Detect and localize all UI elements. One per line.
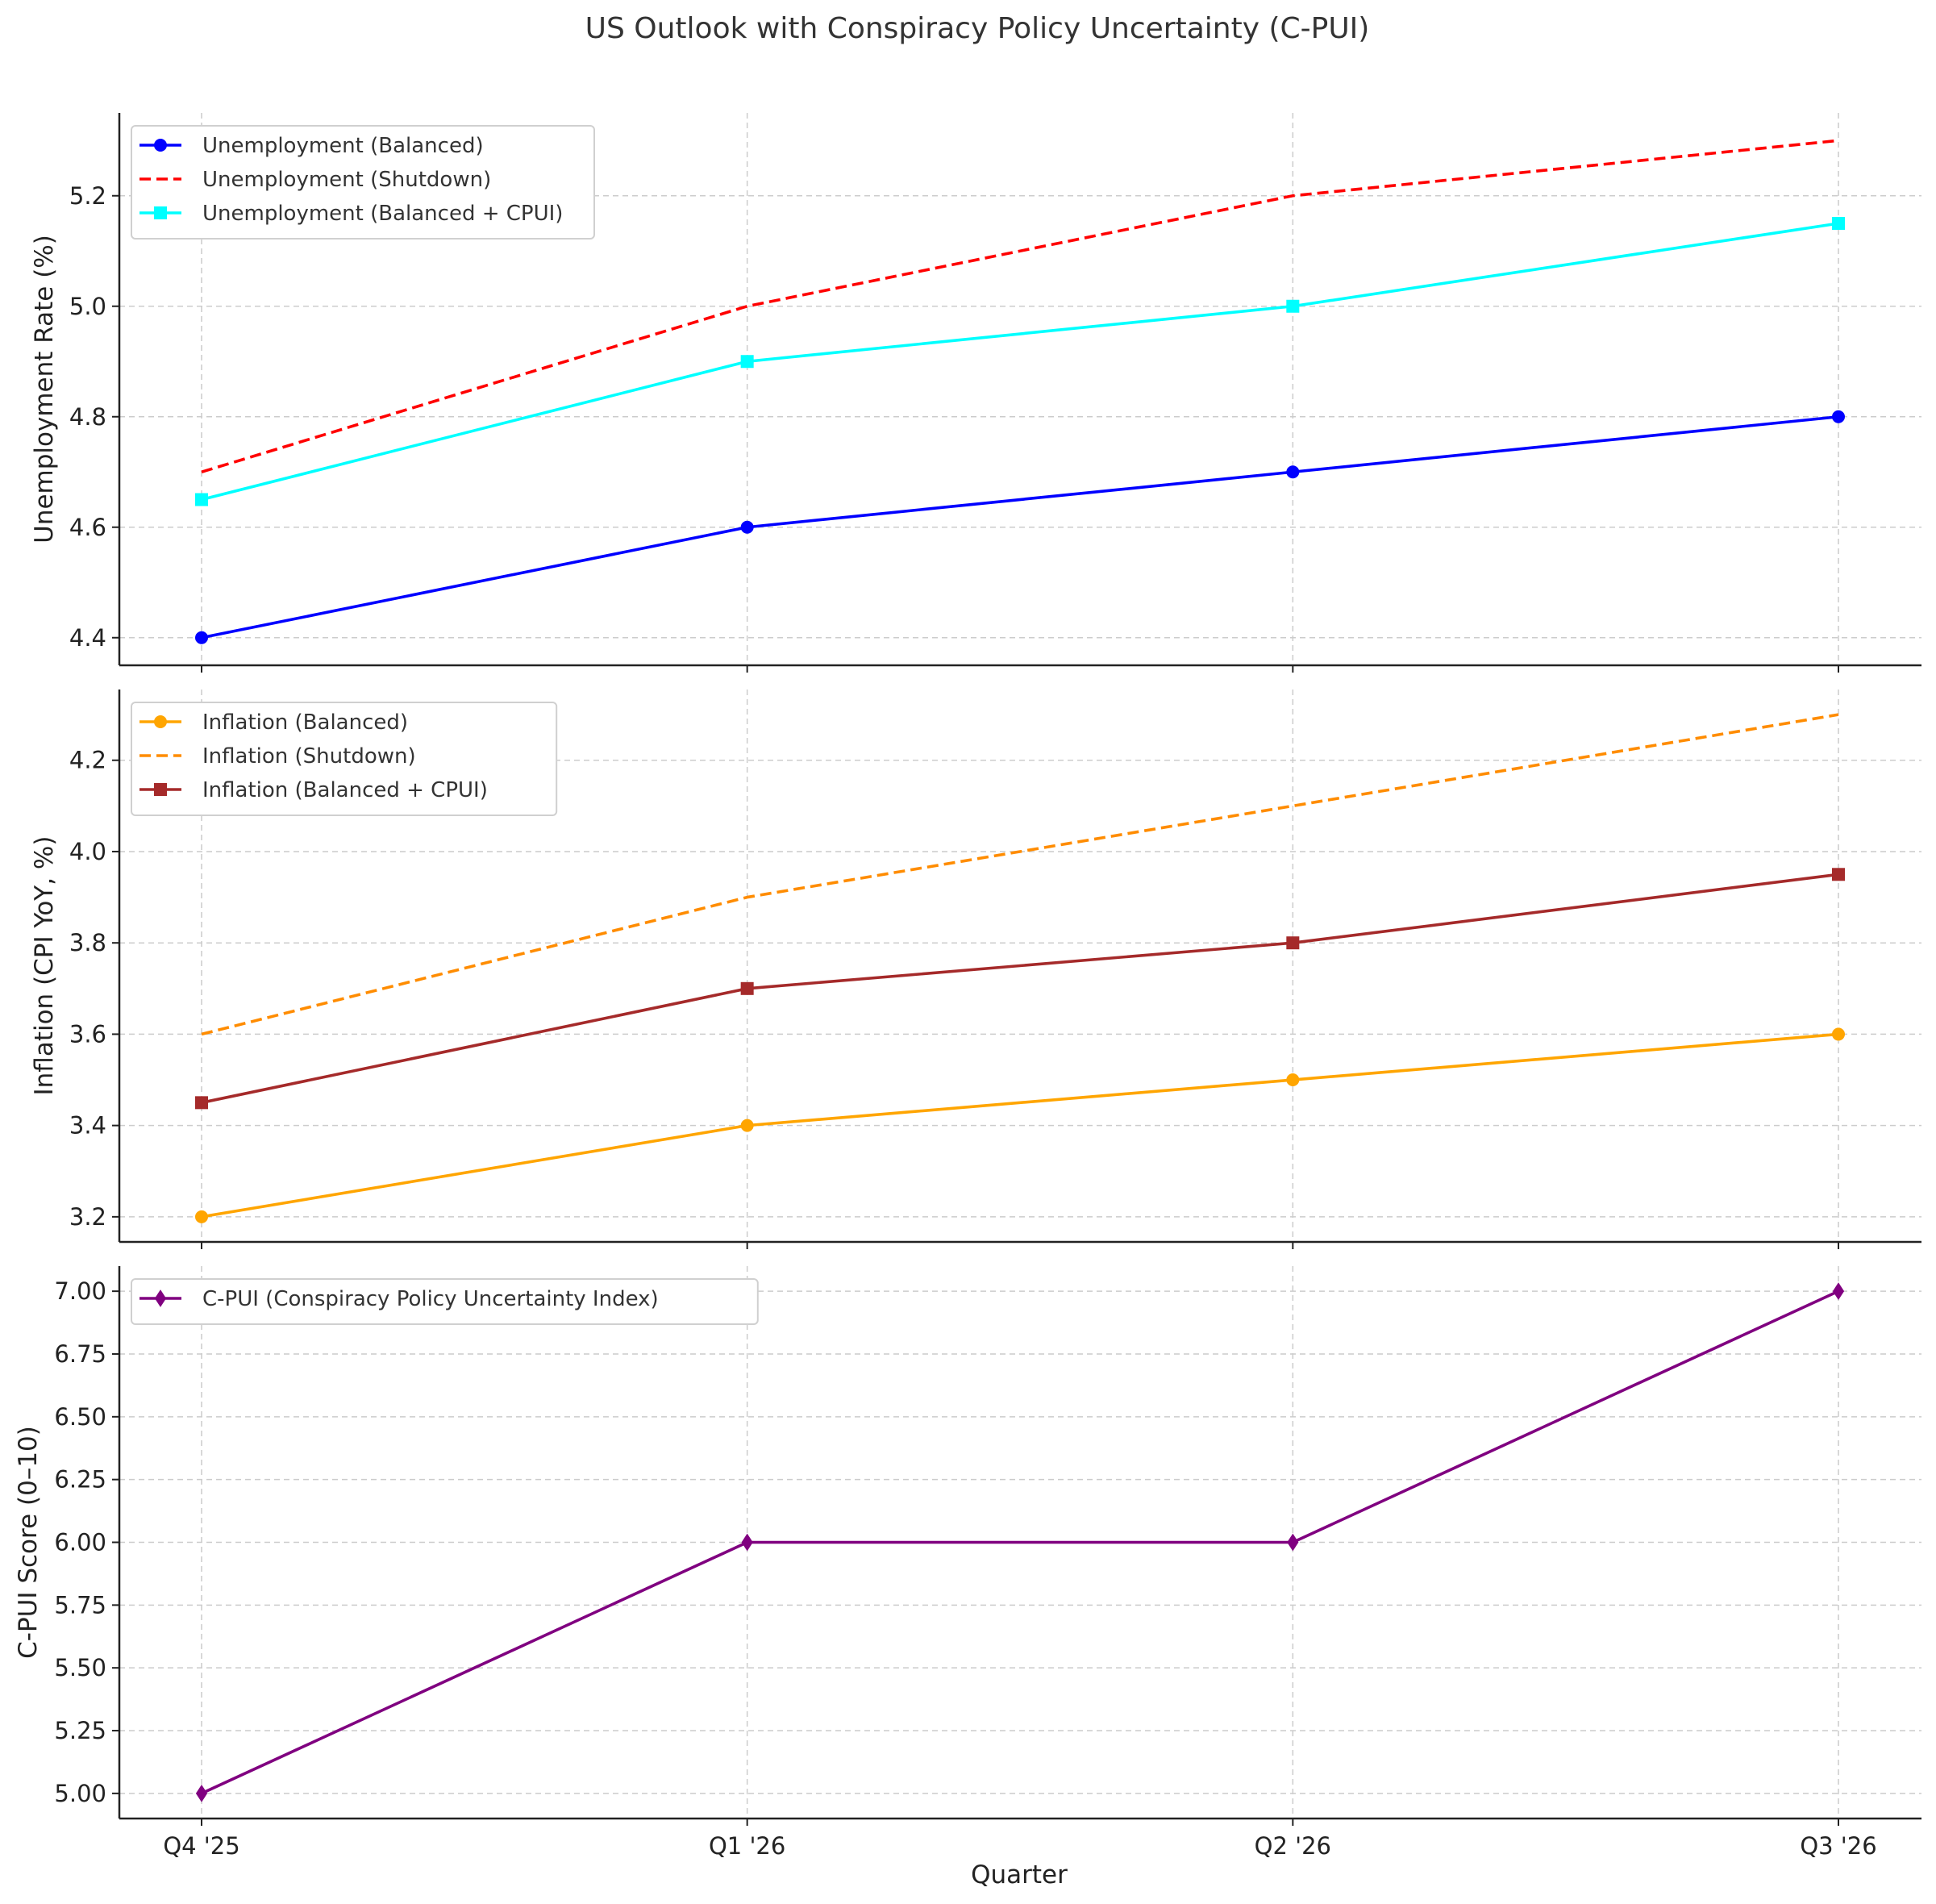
y-tick-label: 4.4 <box>69 624 106 652</box>
legend-box <box>131 702 558 816</box>
data-point <box>195 1210 208 1223</box>
series-line <box>201 713 1839 1036</box>
y-axis-label: Inflation (CPI YoY, %) <box>30 836 59 1096</box>
series-inflation-balanced <box>195 1027 1845 1223</box>
series-line <box>200 1289 1840 1795</box>
series-c-pui-conspiracy-policy-uncertainty-index <box>195 1282 1845 1802</box>
y-tick-label: 6.00 <box>54 1529 106 1556</box>
legend-marker <box>154 206 167 219</box>
y-tick-label: 6.50 <box>54 1403 106 1431</box>
series-line <box>200 222 1840 502</box>
data-point <box>1286 299 1300 313</box>
y-tick-label: 7.00 <box>54 1277 106 1305</box>
x-axis-label: Quarter <box>971 1860 1068 1889</box>
y-tick-label: 5.50 <box>54 1654 106 1681</box>
legend-box <box>131 1278 759 1325</box>
series-unemployment-balanced-cpui <box>195 217 1845 506</box>
y-tick-label: 3.4 <box>69 1112 106 1139</box>
series-unemployment-balanced <box>195 410 1845 644</box>
legend-label: Inflation (Balanced + CPUI) <box>202 778 488 802</box>
data-point <box>740 1119 754 1132</box>
series-unemployment-shutdown <box>201 139 1839 473</box>
legend-label: Inflation (Shutdown) <box>202 744 416 769</box>
data-point <box>740 355 754 369</box>
legend-label: Inflation (Balanced) <box>202 710 408 735</box>
chart-title: US Outlook with Conspiracy Policy Uncert… <box>585 12 1370 45</box>
legend-marker <box>154 783 167 796</box>
data-point <box>740 520 754 534</box>
series-line <box>201 139 1839 473</box>
y-tick-label: 5.25 <box>54 1717 106 1744</box>
y-tick-label: 5.00 <box>54 1780 106 1807</box>
y-tick-label: 3.8 <box>69 929 106 956</box>
x-tick-label: Q2 '26 <box>1255 1832 1331 1860</box>
data-point <box>195 493 208 506</box>
panel-1: 4.4 4.6 4.8 5.0 5.2 Unemployment Rate (%) Unem… <box>30 113 1921 673</box>
data-point <box>195 1784 208 1802</box>
series-line <box>200 1032 1840 1219</box>
legend-label: C-PUI (Conspiracy Policy Uncertainty Ind… <box>202 1287 659 1311</box>
y-tick-label: 6.25 <box>54 1466 106 1494</box>
y-tick-label: 6.75 <box>54 1340 106 1368</box>
data-point <box>1832 217 1845 230</box>
y-axis-label: C-PUI Score (0–10) <box>14 1426 43 1659</box>
y-tick-label: 4.6 <box>69 514 106 541</box>
data-point <box>1286 1073 1300 1087</box>
data-point <box>1832 410 1845 423</box>
series-inflation-shutdown <box>201 713 1839 1036</box>
series-line <box>200 415 1840 640</box>
data-point <box>1286 465 1300 479</box>
y-tick-label: 4.2 <box>69 747 106 774</box>
panel-2: 3.2 3.4 3.6 3.8 4.0 4.2 Inflation (CPI YoY, %)… <box>30 690 1921 1249</box>
legend-marker <box>154 1289 167 1307</box>
y-tick-label: 5.0 <box>69 293 106 320</box>
legend: Unemployment (Balanced) Unemployment (Shu… <box>131 125 595 240</box>
data-point <box>1832 1027 1845 1041</box>
y-tick-label: 5.2 <box>69 182 106 210</box>
y-tick-label: 5.75 <box>54 1591 106 1619</box>
legend: Inflation (Balanced) Inflation (Shutdown)… <box>131 702 558 816</box>
x-tick-label: Q1 '26 <box>709 1832 785 1860</box>
y-tick-label: 3.2 <box>69 1203 106 1231</box>
data-point <box>741 1533 753 1552</box>
panel-3: 5.00 5.25 5.50 5.75 6.00 6.25 6.50 6.75 7.00 C-PU… <box>14 1266 1921 1826</box>
legend: C-PUI (Conspiracy Policy Uncertainty Ind… <box>131 1278 759 1325</box>
y-tick-label: 3.6 <box>69 1020 106 1048</box>
legend-label: Unemployment (Balanced + CPUI) <box>202 202 563 226</box>
legend-box <box>131 125 595 240</box>
legend-marker <box>154 139 167 152</box>
x-tick-label: Q4 '25 <box>163 1832 239 1860</box>
data-point <box>740 981 754 995</box>
y-tick-label: 4.0 <box>69 838 106 865</box>
data-point <box>195 1096 208 1110</box>
data-point <box>195 631 208 644</box>
series-inflation-balanced-cpui <box>195 868 1845 1110</box>
data-point <box>1287 1533 1299 1552</box>
legend-label: Unemployment (Shutdown) <box>202 168 491 192</box>
data-point <box>1832 1282 1845 1301</box>
x-tick-label: Q3 '26 <box>1800 1832 1876 1860</box>
data-point <box>1286 936 1300 950</box>
y-tick-label: 4.8 <box>69 403 106 431</box>
y-axis-label: Unemployment Rate (%) <box>30 235 59 544</box>
data-point <box>1832 868 1845 881</box>
legend-label: Unemployment (Balanced) <box>202 134 484 158</box>
series-line <box>200 873 1840 1105</box>
legend-marker <box>154 715 167 728</box>
